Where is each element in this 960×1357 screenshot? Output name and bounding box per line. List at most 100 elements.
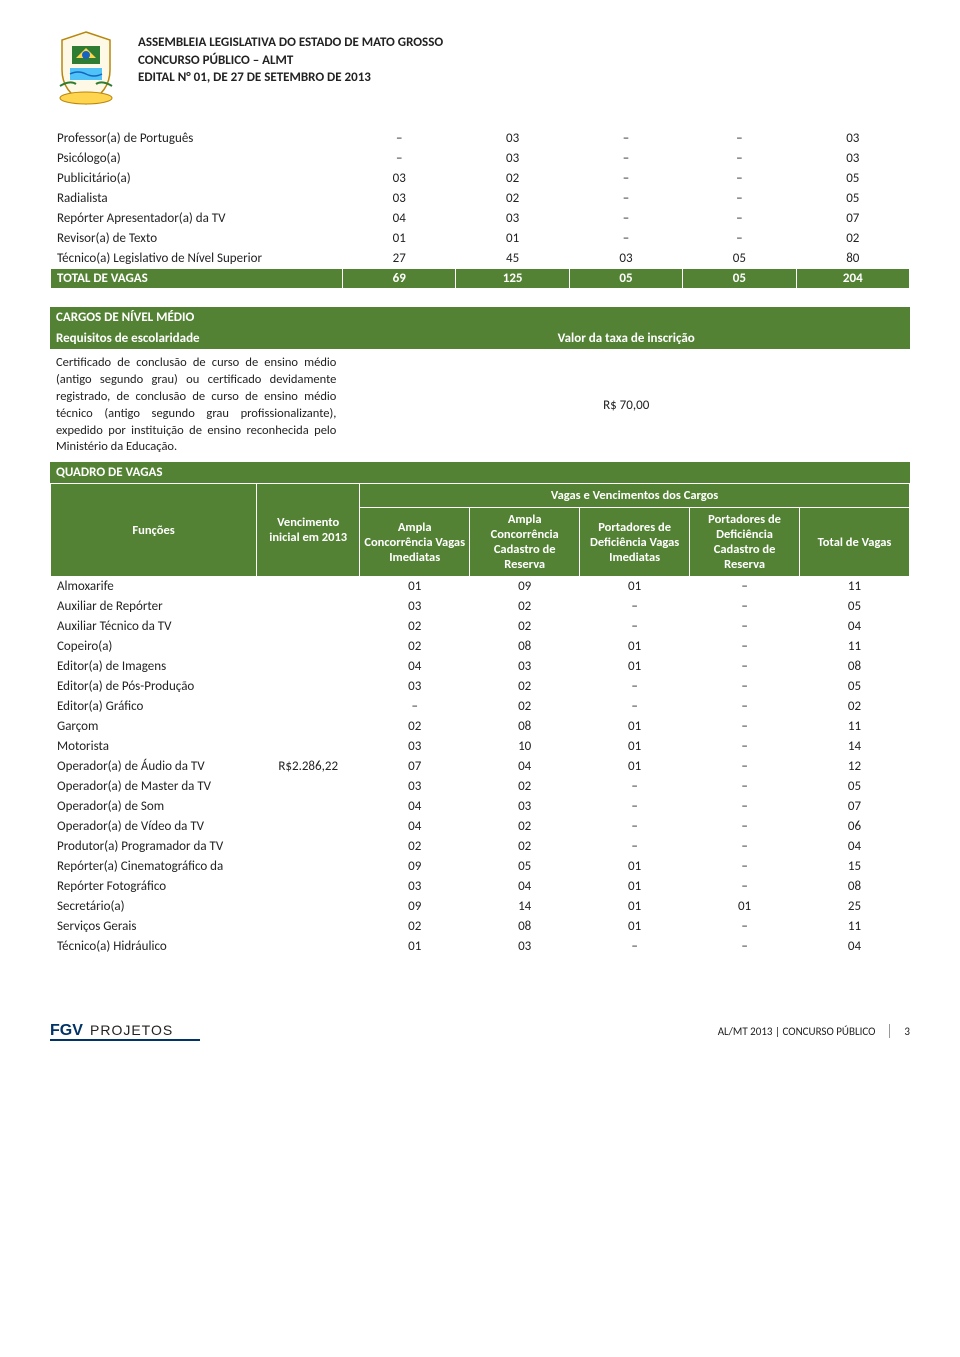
- cell-c4: –: [690, 837, 800, 857]
- table-row: AlmoxarifeR$2.286,22010901–11: [51, 577, 910, 597]
- cell-c4: 05: [683, 249, 796, 269]
- cell-c3: 01: [580, 757, 690, 777]
- total-row: TOTAL DE VAGAS691250505204: [51, 269, 910, 289]
- cell-c2: 14: [470, 897, 580, 917]
- cell-c3: –: [569, 209, 682, 229]
- cell-funcao: Motorista: [51, 737, 257, 757]
- table-row: Repórter Apresentador(a) da TV0403––07: [51, 209, 910, 229]
- cell-c2: 03: [470, 657, 580, 677]
- footer-text: AL/MT 2013 | CONCURSO PÚBLICO: [718, 1025, 876, 1038]
- col-vencimento: Vencimento inicial em 2013: [257, 484, 360, 577]
- cell-c3: –: [569, 189, 682, 209]
- cell-c1: 09: [360, 897, 470, 917]
- cell-c5: 11: [800, 917, 910, 937]
- table-row: Auxiliar de Repórter0302––05: [51, 597, 910, 617]
- page-number: 3: [904, 1025, 910, 1038]
- cell-c4: –: [683, 229, 796, 249]
- cell-c4: –: [683, 209, 796, 229]
- cell-c1: 03: [343, 169, 456, 189]
- table-nivel-superior-continuacao: Professor(a) de Português–03––03Psicólog…: [50, 128, 910, 289]
- cell-c5: 05: [800, 777, 910, 797]
- cell-c2: 02: [470, 777, 580, 797]
- cell-c4: –: [690, 697, 800, 717]
- taxa-label: Valor da taxa de inscrição: [342, 328, 910, 349]
- col-ampla-imediatas: Ampla Concorrência Vagas Imediatas: [360, 508, 470, 577]
- col-deficiencia-imediatas: Portadores de Deficiência Vagas Imediata…: [580, 508, 690, 577]
- cell-vencimento: R$2.286,22: [257, 577, 360, 957]
- table-row: Auxiliar Técnico da TV0202––04: [51, 617, 910, 637]
- table-row: Secretário(a)0914010125: [51, 897, 910, 917]
- cell-c4: –: [690, 637, 800, 657]
- cell-c2: 01: [456, 229, 569, 249]
- cell-c4: 01: [690, 897, 800, 917]
- cell-funcao: Repórter Fotográfico: [51, 877, 257, 897]
- taxa-value: R$ 70,00: [342, 349, 910, 462]
- header-vagas-vencimentos: Vagas e Vencimentos dos Cargos: [360, 484, 910, 508]
- cell-c3: –: [580, 697, 690, 717]
- table-row: Técnico(a) Hidráulico0103––04: [51, 937, 910, 957]
- table-row: Editor(a) de Pós-Produção0302––05: [51, 677, 910, 697]
- cell-funcao: Operador(a) de Áudio da TV: [51, 757, 257, 777]
- total-c1: 69: [343, 269, 456, 289]
- cell-c5: 03: [796, 129, 909, 149]
- cell-funcao: Editor(a) Gráfico: [51, 697, 257, 717]
- cell-c3: –: [580, 797, 690, 817]
- cell-c3: 03: [569, 249, 682, 269]
- cell-c5: 12: [800, 757, 910, 777]
- cell-funcao: Almoxarife: [51, 577, 257, 597]
- cell-c4: –: [683, 129, 796, 149]
- cell-c2: 03: [470, 797, 580, 817]
- cell-c3: 01: [580, 877, 690, 897]
- cell-c1: 03: [360, 677, 470, 697]
- cell-funcao: Editor(a) de Imagens: [51, 657, 257, 677]
- cell-c2: 04: [470, 757, 580, 777]
- fgv-projetos-logo: FGV PROJETOS: [50, 1017, 220, 1045]
- cell-c2: 02: [456, 189, 569, 209]
- cell-funcao: Operador(a) de Vídeo da TV: [51, 817, 257, 837]
- cell-c4: –: [690, 677, 800, 697]
- cell-funcao: Produtor(a) Programador da TV: [51, 837, 257, 857]
- cell-c3: –: [580, 777, 690, 797]
- cell-c1: 02: [360, 617, 470, 637]
- cell-c4: –: [690, 937, 800, 957]
- coat-of-arms-icon: [50, 30, 122, 108]
- cell-c2: 45: [456, 249, 569, 269]
- cell-c4: –: [690, 657, 800, 677]
- cell-c2: 05: [470, 857, 580, 877]
- cell-c4: –: [690, 877, 800, 897]
- requisitos-text: Certificado de conclusão de curso de ens…: [50, 349, 342, 462]
- cell-funcao: Editor(a) de Pós-Produção: [51, 677, 257, 697]
- cell-c5: 25: [800, 897, 910, 917]
- cargos-nivel-medio-title: CARGOS DE NÍVEL MÉDIO: [50, 307, 910, 328]
- footer-divider: [889, 1024, 890, 1038]
- cell-c1: –: [360, 697, 470, 717]
- cell-c1: 04: [360, 817, 470, 837]
- total-c5: 204: [796, 269, 909, 289]
- table-row: Psicólogo(a)–03––03: [51, 149, 910, 169]
- cell-c2: 03: [456, 129, 569, 149]
- cell-c3: –: [569, 149, 682, 169]
- cell-c4: –: [690, 597, 800, 617]
- cell-c5: 07: [796, 209, 909, 229]
- page-footer: FGV PROJETOS AL/MT 2013 | CONCURSO PÚBLI…: [50, 1017, 910, 1045]
- cell-c4: –: [690, 577, 800, 597]
- cell-c1: 04: [360, 797, 470, 817]
- header-line-3: EDITAL N° 01, DE 27 DE SETEMBRO DE 2013: [138, 69, 443, 87]
- table-row: Radialista0302––05: [51, 189, 910, 209]
- cell-c1: 01: [360, 577, 470, 597]
- table-row: Editor(a) de Imagens040301–08: [51, 657, 910, 677]
- table-row: Motorista031001–14: [51, 737, 910, 757]
- cell-c2: 08: [470, 717, 580, 737]
- header-text-block: ASSEMBLEIA LEGISLATIVA DO ESTADO DE MATO…: [138, 30, 443, 87]
- cell-c5: 07: [800, 797, 910, 817]
- requisitos-row: Certificado de conclusão de curso de ens…: [50, 349, 910, 462]
- cell-funcao: Radialista: [51, 189, 343, 209]
- table-row: Técnico(a) Legislativo de Nível Superior…: [51, 249, 910, 269]
- col-total-vagas: Total de Vagas: [800, 508, 910, 577]
- cell-c5: 05: [800, 677, 910, 697]
- cell-c5: 11: [800, 717, 910, 737]
- col-funcoes: Funções: [51, 484, 257, 577]
- cell-c4: –: [690, 817, 800, 837]
- cell-c2: 02: [470, 697, 580, 717]
- cell-c2: 10: [470, 737, 580, 757]
